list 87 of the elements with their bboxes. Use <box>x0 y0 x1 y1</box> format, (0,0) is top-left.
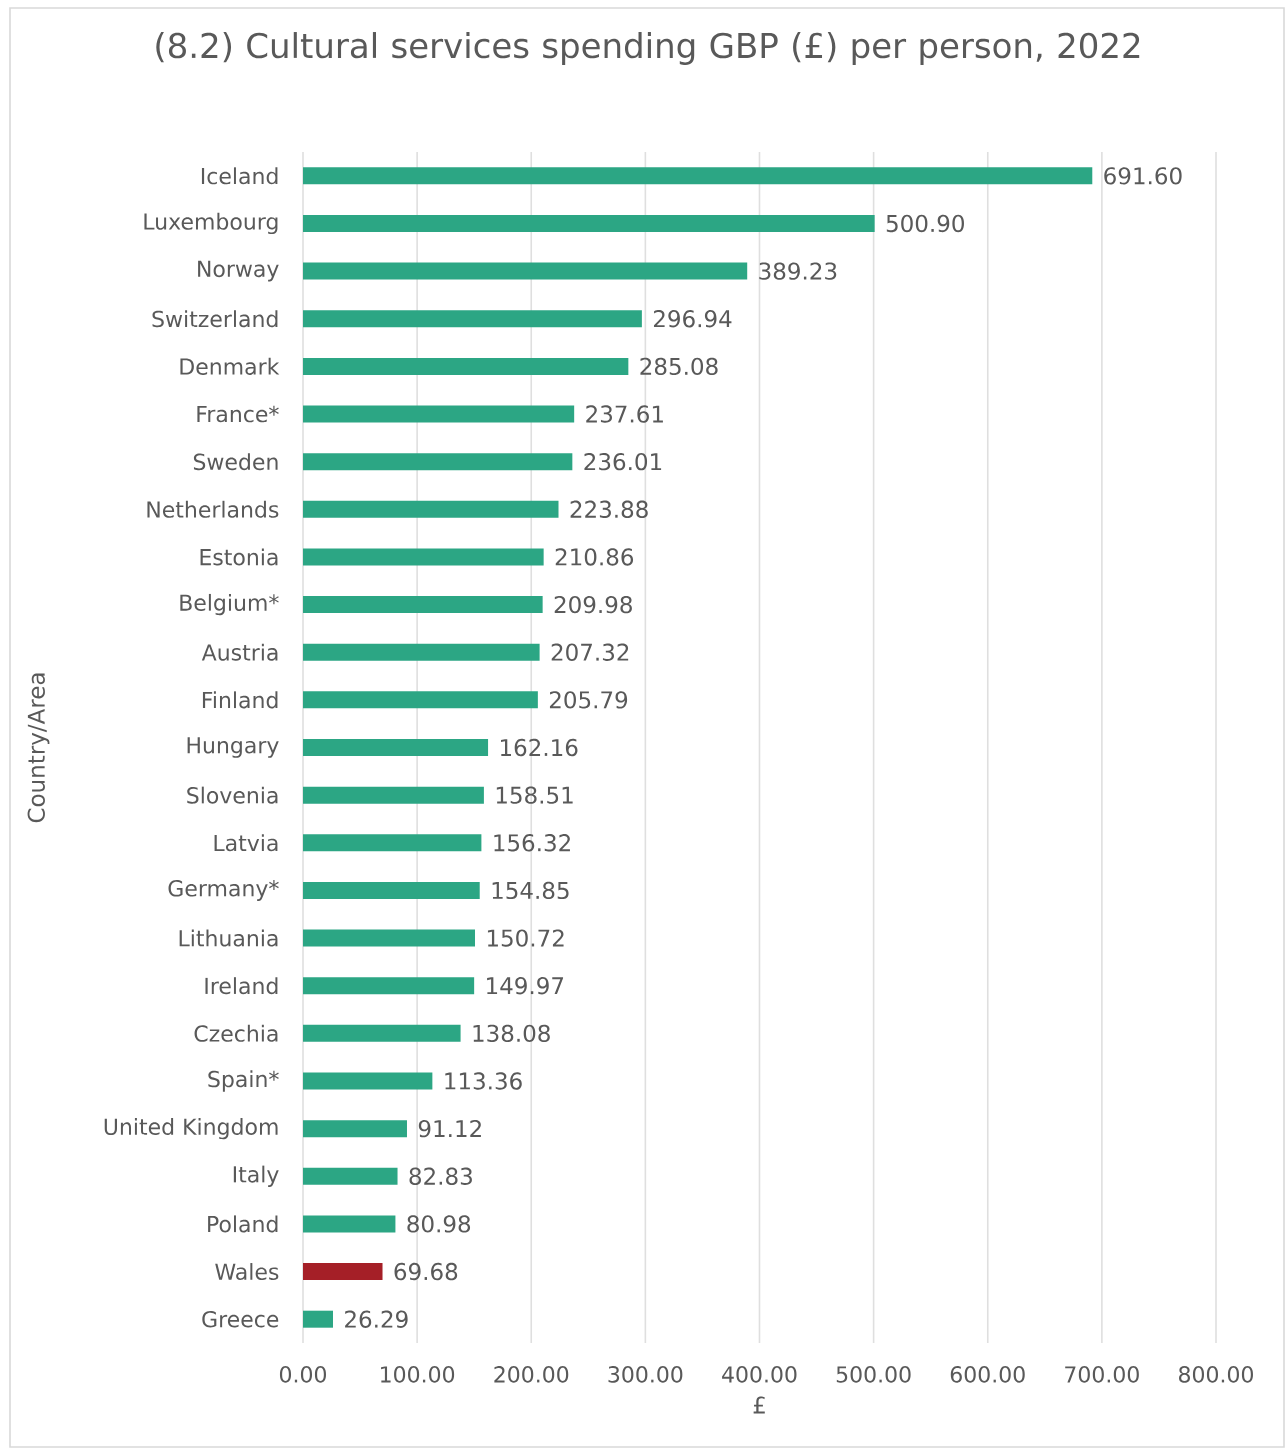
bar <box>303 1263 383 1281</box>
x-tick-label: 200.00 <box>494 1366 569 1383</box>
bar <box>303 310 642 328</box>
bar <box>303 786 484 804</box>
bar <box>303 1024 461 1042</box>
data-label: 237.61 <box>586 405 663 423</box>
data-label: 138.08 <box>473 1024 550 1043</box>
bar <box>303 214 875 232</box>
x-tick-label: 800.00 <box>1179 1366 1253 1383</box>
y-tick-label: Latvia <box>214 834 278 852</box>
data-label: 150.72 <box>487 929 564 947</box>
bar <box>303 453 573 471</box>
y-tick-label: Poland <box>208 1215 278 1233</box>
y-tick-label: France* <box>197 405 279 423</box>
x-tick-label: 700.00 <box>1065 1366 1139 1383</box>
y-tick-label: Wales <box>215 1263 279 1281</box>
data-label: 26.29 <box>345 1310 408 1328</box>
y-tick-label: Denmark <box>180 357 280 375</box>
data-label: 156.32 <box>494 834 570 852</box>
bar <box>303 548 544 566</box>
y-axis-title: Country/Area <box>27 673 50 823</box>
bar <box>303 596 543 614</box>
bar <box>303 929 476 947</box>
data-label: 207.32 <box>551 643 629 661</box>
y-tick-label: Greece <box>202 1310 279 1328</box>
y-tick-label: Slovenia <box>187 786 278 804</box>
y-tick-label: Italy <box>233 1165 279 1187</box>
data-label: 500.90 <box>886 214 964 233</box>
bar <box>303 167 1093 185</box>
y-tick-label: Switzerland <box>152 310 278 328</box>
chart-title: (8.2) Cultural services spending GBP (£) per person, 2022 <box>156 32 1140 65</box>
bar <box>303 739 489 757</box>
data-label: 209.98 <box>554 595 632 614</box>
y-tick-label: Luxembourg <box>144 212 278 235</box>
data-label: 223.88 <box>570 500 648 518</box>
bar <box>303 262 748 280</box>
x-tick-label: 100.00 <box>381 1366 455 1383</box>
bar <box>303 1120 407 1138</box>
bar <box>303 1167 398 1185</box>
y-tick-label: Lithuania <box>179 929 278 947</box>
y-tick-label: Norway <box>198 260 279 282</box>
data-label: 236.01 <box>584 452 662 471</box>
y-tick-label: Hungary <box>187 737 279 758</box>
y-tick-label: Finland <box>202 691 278 709</box>
y-tick-label: Austria <box>201 643 278 661</box>
y-tick-label: Iceland <box>201 167 278 185</box>
y-tick-label: Belgium* <box>180 593 279 616</box>
bar <box>303 357 629 375</box>
y-tick-label: United Kingdom <box>104 1117 278 1140</box>
bar <box>303 405 575 423</box>
data-label: 154.85 <box>492 881 569 900</box>
bar <box>303 881 480 899</box>
data-label: 113.36 <box>445 1072 522 1090</box>
y-tick-label: Ireland <box>205 977 278 995</box>
data-label: 285.08 <box>640 357 718 376</box>
bar <box>303 977 475 995</box>
bar <box>303 1072 433 1090</box>
data-label: 205.79 <box>549 691 628 709</box>
data-label: 210.86 <box>555 548 634 566</box>
bar <box>303 834 482 852</box>
data-label: 91.12 <box>418 1119 481 1138</box>
bar <box>303 1310 333 1328</box>
y-tick-label: Spain* <box>208 1070 279 1092</box>
y-tick-label: Sweden <box>193 453 278 471</box>
data-label: 296.94 <box>653 310 732 328</box>
data-label: 158.51 <box>496 786 573 804</box>
y-tick-label: Germany* <box>168 879 279 901</box>
bar <box>303 643 540 661</box>
y-tick-label: Czechia <box>194 1024 278 1042</box>
bar <box>303 1215 396 1233</box>
x-tick-label: 0.00 <box>279 1366 326 1383</box>
data-label: 149.97 <box>487 977 564 995</box>
x-tick-label: 400.00 <box>722 1366 797 1383</box>
data-label: 69.68 <box>394 1262 458 1281</box>
y-tick-label: Estonia <box>200 548 278 566</box>
x-tick-label: 600.00 <box>950 1366 1025 1383</box>
y-tick-label: Netherlands <box>147 500 279 518</box>
data-label: 691.60 <box>1104 167 1182 185</box>
data-label: 162.16 <box>501 738 578 757</box>
data-label: 80.98 <box>407 1215 471 1233</box>
data-label: 82.83 <box>409 1167 472 1185</box>
x-tick-label: 500.00 <box>836 1366 911 1383</box>
bar <box>303 500 559 518</box>
x-tick-label: 300.00 <box>608 1366 683 1383</box>
x-axis-title: £ <box>753 1396 765 1414</box>
data-label: 389.23 <box>759 262 837 280</box>
bar <box>303 691 538 709</box>
